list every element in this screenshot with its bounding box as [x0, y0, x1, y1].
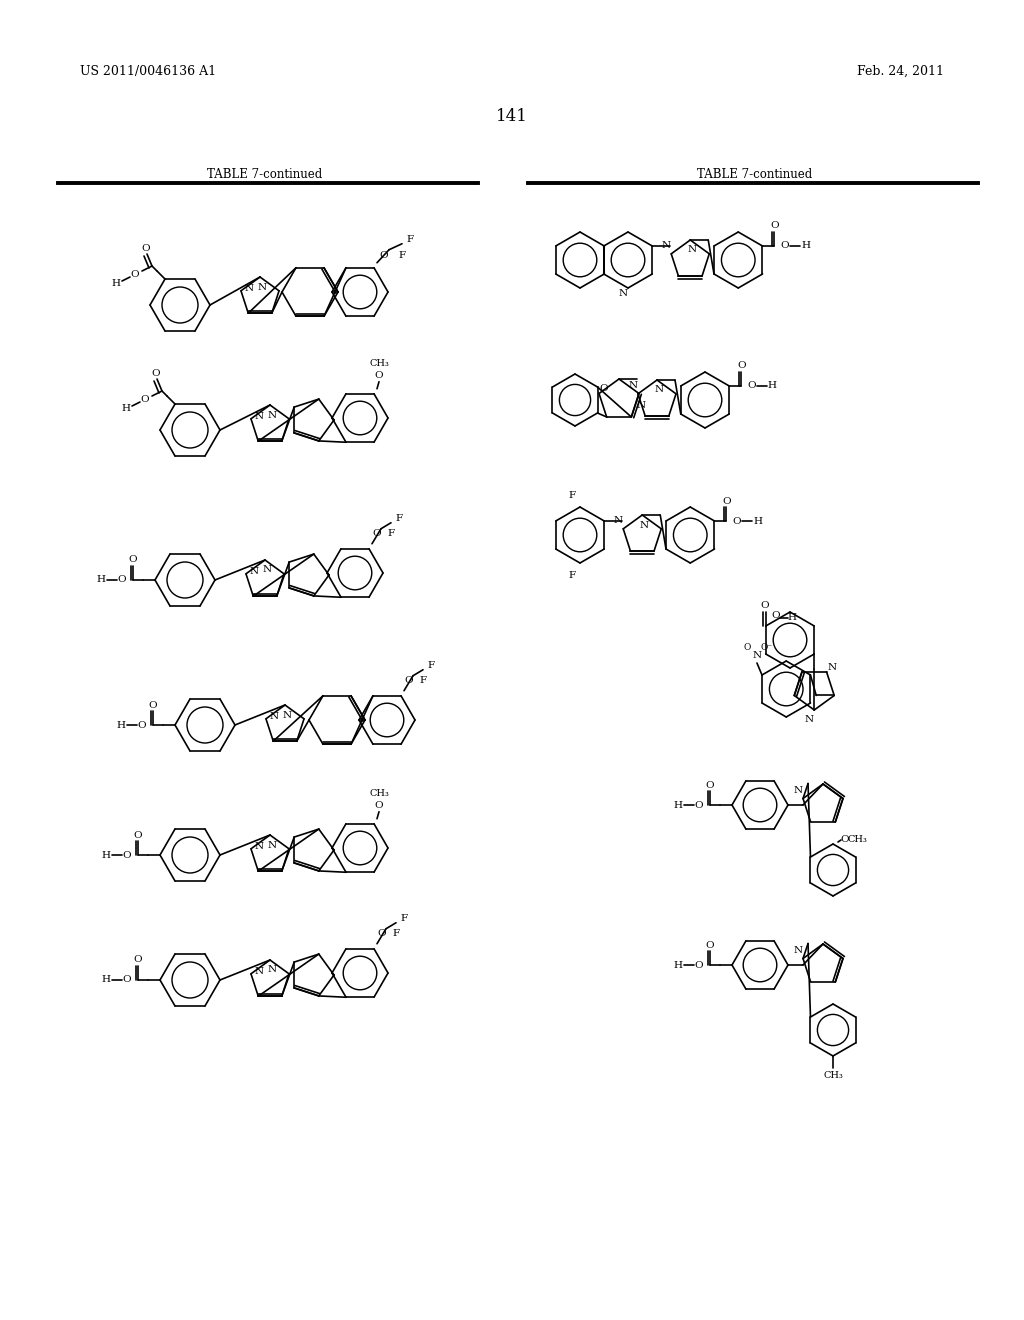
- Text: H: H: [112, 279, 121, 288]
- Text: O: O: [737, 362, 745, 371]
- Text: O: O: [770, 222, 779, 231]
- Text: F: F: [568, 570, 575, 579]
- Text: N: N: [250, 568, 258, 577]
- Text: N: N: [254, 412, 263, 421]
- Text: Feb. 24, 2011: Feb. 24, 2011: [857, 65, 944, 78]
- Text: O: O: [771, 611, 780, 620]
- Text: F: F: [400, 915, 408, 923]
- Text: O: O: [746, 381, 756, 391]
- Text: N: N: [254, 968, 263, 977]
- Text: O⁻: O⁻: [761, 643, 773, 652]
- Text: N: N: [245, 284, 254, 293]
- Text: O: O: [722, 496, 731, 506]
- Text: N: N: [267, 965, 276, 974]
- Text: N: N: [794, 946, 803, 954]
- Text: F: F: [392, 929, 399, 939]
- Text: N: N: [794, 785, 803, 795]
- Text: O: O: [134, 830, 142, 840]
- Text: O: O: [137, 721, 146, 730]
- Text: O: O: [148, 701, 158, 710]
- Text: CH₃: CH₃: [847, 834, 867, 843]
- Text: O: O: [404, 676, 414, 685]
- Text: N: N: [262, 565, 271, 574]
- Text: N: N: [688, 246, 696, 255]
- Text: O: O: [380, 251, 388, 260]
- Text: N: N: [805, 715, 814, 725]
- Text: CH₃: CH₃: [369, 789, 389, 799]
- Text: N: N: [662, 242, 671, 251]
- Text: O: O: [141, 243, 151, 252]
- Text: H: H: [787, 614, 797, 623]
- Text: H: H: [117, 721, 126, 730]
- Text: N: N: [254, 842, 263, 851]
- Text: O: O: [761, 602, 769, 610]
- Text: TABLE 7-continued: TABLE 7-continued: [208, 168, 323, 181]
- Text: F: F: [420, 676, 427, 685]
- Text: N: N: [269, 713, 279, 721]
- Text: F: F: [568, 491, 575, 499]
- Text: N: N: [267, 411, 276, 420]
- Text: 141: 141: [496, 108, 528, 125]
- Text: N: N: [257, 282, 266, 292]
- Text: US 2011/0046136 A1: US 2011/0046136 A1: [80, 65, 216, 78]
- Text: O: O: [732, 516, 740, 525]
- Text: O: O: [123, 975, 131, 985]
- Text: CH₃: CH₃: [369, 359, 389, 368]
- Text: H: H: [96, 576, 105, 585]
- Text: H: H: [101, 850, 111, 859]
- Text: O: O: [129, 556, 137, 565]
- Text: F: F: [427, 661, 434, 671]
- Text: H: H: [674, 800, 683, 809]
- Text: F: F: [395, 515, 402, 523]
- Text: F: F: [387, 529, 394, 539]
- Text: O: O: [152, 368, 161, 378]
- Text: H: H: [753, 516, 762, 525]
- Text: O: O: [140, 395, 150, 404]
- Text: F: F: [407, 235, 414, 244]
- Text: F: F: [398, 251, 406, 260]
- Text: N: N: [618, 289, 628, 298]
- Text: O: O: [600, 384, 608, 393]
- Text: N: N: [640, 520, 649, 529]
- Text: O: O: [706, 940, 715, 949]
- Text: H: H: [122, 404, 130, 413]
- Text: O: O: [123, 850, 131, 859]
- Text: N: N: [636, 401, 645, 411]
- Text: N: N: [267, 841, 276, 850]
- Text: O: O: [375, 801, 383, 810]
- Text: O: O: [134, 956, 142, 965]
- Text: O: O: [375, 371, 383, 380]
- Text: N: N: [629, 381, 638, 391]
- Text: N: N: [753, 651, 762, 660]
- Text: N: N: [654, 385, 664, 395]
- Text: O: O: [706, 780, 715, 789]
- Text: O: O: [118, 576, 126, 585]
- Text: N: N: [827, 663, 837, 672]
- Text: O: O: [694, 800, 703, 809]
- Text: O: O: [373, 529, 381, 539]
- Text: O: O: [780, 242, 788, 251]
- Text: O: O: [378, 929, 386, 939]
- Text: O: O: [694, 961, 703, 969]
- Text: O: O: [743, 643, 751, 652]
- Text: H: H: [801, 242, 810, 251]
- Text: N: N: [613, 516, 623, 525]
- Text: CH₃: CH₃: [823, 1072, 843, 1081]
- Text: N: N: [283, 710, 292, 719]
- Text: TABLE 7-continued: TABLE 7-continued: [697, 168, 813, 181]
- Text: H: H: [101, 975, 111, 985]
- Text: H: H: [674, 961, 683, 969]
- Text: O: O: [131, 269, 139, 279]
- Text: H: H: [768, 381, 777, 391]
- Text: O: O: [841, 834, 849, 843]
